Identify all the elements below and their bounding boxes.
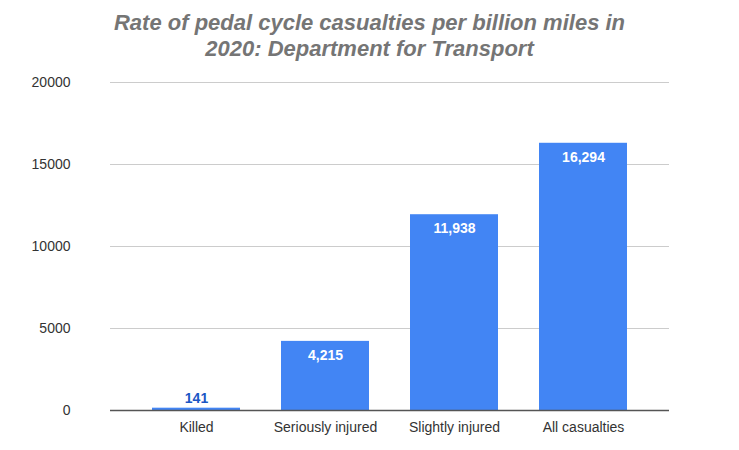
svg-text:0: 0 [63,402,71,418]
svg-text:141: 141 [185,390,209,406]
svg-text:Slightly injured: Slightly injured [409,419,500,435]
svg-text:Seriously injured: Seriously injured [274,419,378,435]
svg-text:15000: 15000 [32,156,71,172]
svg-text:20000: 20000 [32,74,71,90]
html-text:Rate of pedal cycle casualties: Rate of pedal cycle casualties per billi… [114,10,625,61]
svg-text:All casualties: All casualties [543,419,625,435]
svg-text:11,938: 11,938 [433,220,475,236]
svg-text:5000: 5000 [39,320,70,336]
svg-text:4,215: 4,215 [308,347,343,363]
svg-text:Killed: Killed [179,419,213,435]
svg-text:16,294: 16,294 [562,149,605,165]
svg-text:10000: 10000 [32,238,71,254]
